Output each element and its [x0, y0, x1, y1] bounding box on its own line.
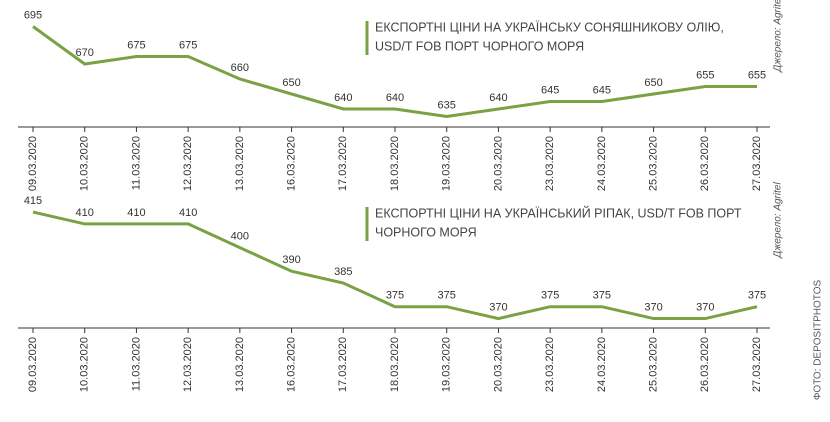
x-tick-label: 23.03.2020: [544, 337, 556, 392]
value-label: 640: [489, 92, 507, 104]
data-line: [32, 25, 757, 119]
value-label: 645: [541, 84, 559, 96]
value-label: 390: [282, 254, 300, 266]
value-label: 650: [282, 77, 300, 89]
value-label: 640: [334, 92, 352, 104]
value-label: 670: [76, 47, 94, 59]
chart-title: ЕКСПОРТНІ ЦІНИ НА УКРАЇНСЬКИЙ РІПАК, USD…: [375, 205, 742, 220]
value-label: 655: [696, 69, 714, 81]
x-tick-label: 10.03.2020: [79, 136, 91, 191]
x-tick-label: 19.03.2020: [441, 136, 453, 191]
x-tick-label: 16.03.2020: [285, 337, 297, 392]
x-tick-label: 09.03.2020: [27, 136, 39, 191]
value-label: 655: [748, 69, 766, 81]
value-label: 635: [438, 99, 456, 111]
x-tick-label: 12.03.2020: [182, 136, 194, 191]
value-label: 640: [386, 92, 404, 104]
x-tick-label: 25.03.2020: [647, 136, 659, 191]
value-label: 660: [231, 62, 249, 74]
x-tick-label: 18.03.2020: [389, 136, 401, 191]
x-tick-label: 24.03.2020: [596, 136, 608, 191]
x-tick-label: 20.03.2020: [492, 337, 504, 392]
data-line: [32, 210, 758, 321]
x-tick-label: 26.03.2020: [699, 337, 711, 392]
value-label: 370: [489, 301, 507, 313]
value-label: 370: [644, 301, 662, 313]
x-tick-label: 09.03.2020: [27, 337, 39, 392]
value-label: 375: [438, 290, 456, 302]
chart-title: ЧОРНОГО МОРЯ: [375, 225, 477, 239]
value-label: 375: [386, 290, 404, 302]
value-label: 675: [179, 39, 197, 51]
x-tick-label: 11.03.2020: [130, 337, 142, 391]
x-tick-label: 20.03.2020: [492, 136, 504, 191]
value-label: 375: [541, 290, 559, 302]
value-label: 675: [127, 39, 145, 51]
source: Джерело: Agritel: [773, 0, 784, 73]
x-tick-label: 18.03.2020: [389, 337, 401, 392]
x-tick-label: 17.03.2020: [337, 337, 349, 392]
x-tick-label: 24.03.2020: [596, 337, 608, 392]
value-label: 645: [593, 84, 611, 96]
x-tick-label: 12.03.2020: [182, 337, 194, 392]
value-label: 370: [696, 301, 714, 313]
x-tick-label: 23.03.2020: [544, 136, 556, 191]
x-tick-label: 17.03.2020: [337, 136, 349, 191]
x-tick-label: 11.03.2020: [130, 136, 142, 190]
x-tick-label: 26.03.2020: [699, 136, 711, 191]
value-label: 410: [76, 207, 94, 219]
x-tick-label: 10.03.2020: [79, 337, 91, 392]
value-label: 385: [334, 266, 352, 278]
value-label: 695: [24, 9, 42, 21]
x-tick-label: 13.03.2020: [234, 136, 246, 191]
x-tick-label: 27.03.2020: [751, 337, 763, 392]
x-tick-label: 19.03.2020: [441, 337, 453, 392]
x-tick-label: 13.03.2020: [234, 337, 246, 392]
chart: ЕКСПОРТНІ ЦІНИ НА УКРАЇНСЬКУ СОНЯШНИКОВУ…: [18, 0, 784, 191]
value-label: 375: [593, 290, 611, 302]
x-tick-label: 16.03.2020: [285, 136, 297, 191]
chart-title: ЕКСПОРТНІ ЦІНИ НА УКРАЇНСЬКУ СОНЯШНИКОВУ…: [375, 20, 724, 34]
chart-title: USD/T FOB ПОРТ ЧОРНОГО МОРЯ: [375, 39, 584, 53]
x-tick-label: 25.03.2020: [647, 337, 659, 392]
value-label: 410: [179, 207, 197, 219]
value-label: 410: [127, 207, 145, 219]
source: Джерело: Agritel: [773, 182, 784, 259]
value-label: 415: [24, 195, 42, 207]
value-label: 650: [644, 77, 662, 89]
x-tick-label: 27.03.2020: [751, 136, 763, 191]
value-label: 400: [231, 230, 249, 242]
chart: ЕКСПОРТНІ ЦІНИ НА УКРАЇНСЬКИЙ РІПАК, USD…: [18, 182, 784, 392]
value-label: 375: [748, 290, 766, 302]
photo-credit: ФОТО: DEPOSITPHOTOS: [813, 280, 824, 401]
